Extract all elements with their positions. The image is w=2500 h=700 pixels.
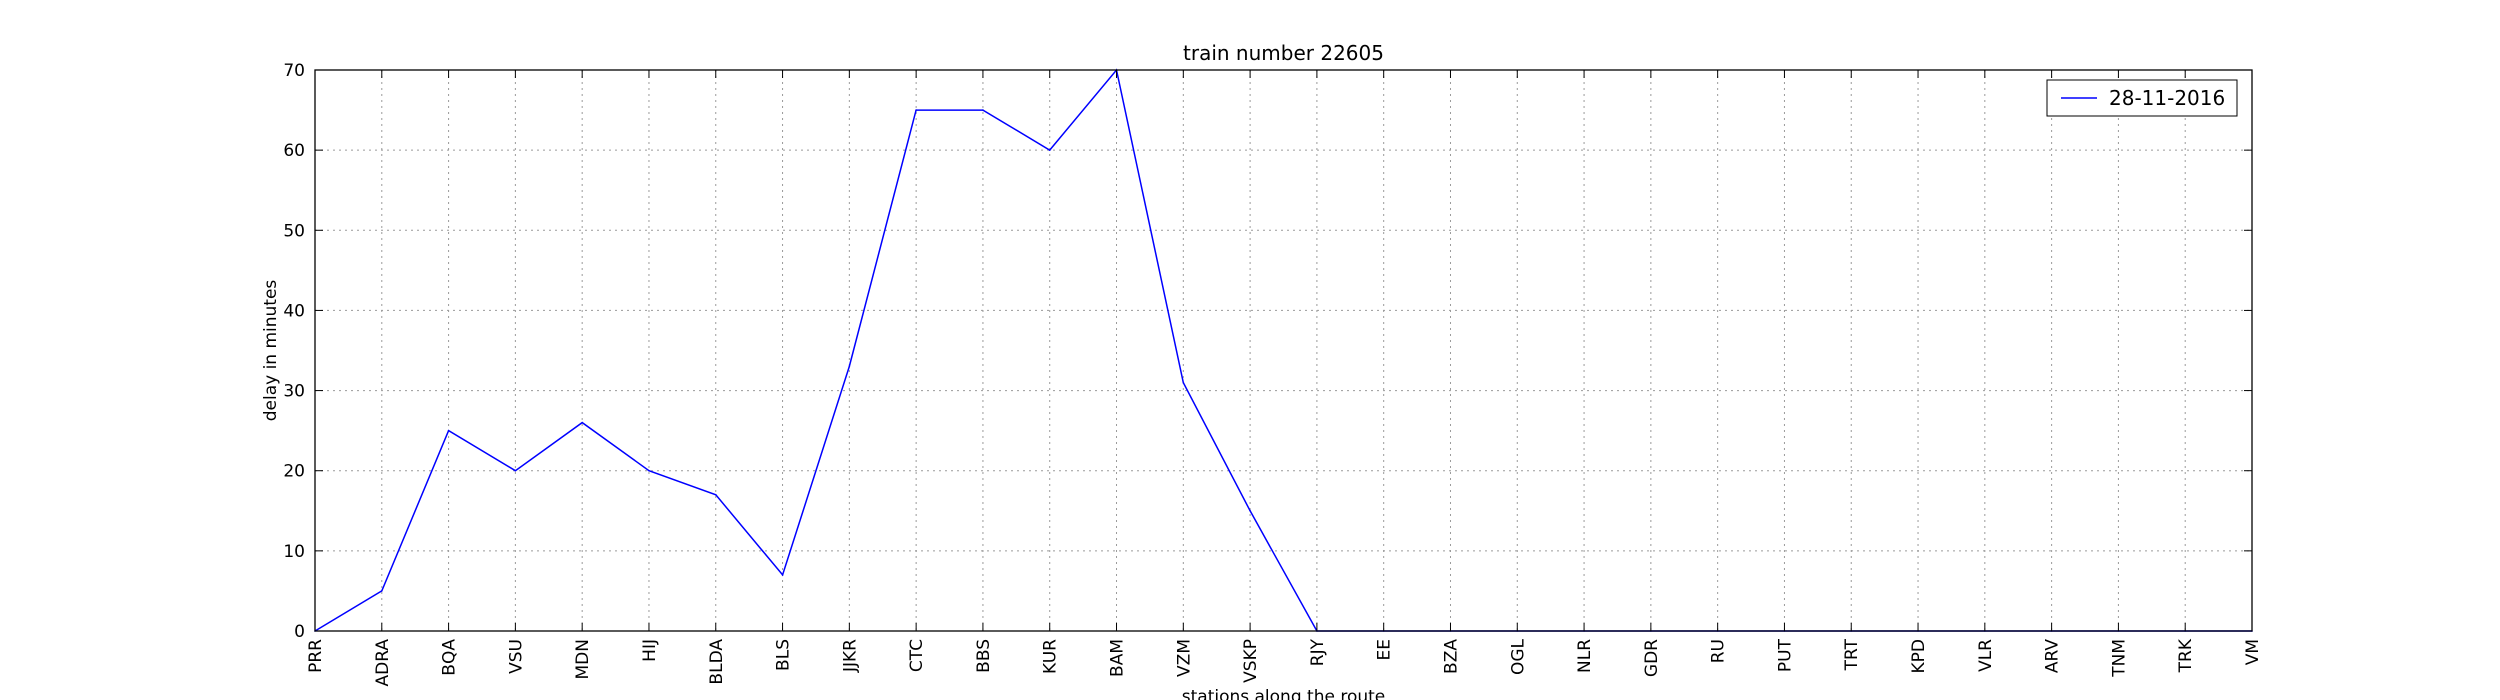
data-point: [982, 109, 984, 111]
data-point: [714, 493, 717, 496]
x-tick-label: KUR: [1041, 639, 1061, 674]
data-point: [648, 469, 650, 472]
x-tick-label: BQA: [440, 639, 460, 676]
data-point: [380, 590, 383, 592]
plot-frame: [314, 69, 2253, 632]
x-axis-label: stations along the route: [1182, 687, 1386, 700]
data-point: [447, 429, 450, 432]
x-tick-label: CTC: [907, 639, 927, 672]
x-tick-label: NLR: [1575, 639, 1595, 673]
data-point: [1249, 509, 1251, 512]
data-point: [915, 109, 917, 111]
data-point: [848, 365, 851, 368]
x-tick-label: TRK: [2176, 638, 2196, 673]
x-tick-label: ADRA: [373, 639, 393, 687]
x-tick-label: VLR: [1976, 639, 1996, 672]
x-tick-label: BLDA: [707, 639, 727, 685]
x-tick-label: RU: [1709, 639, 1729, 663]
x-tick-label: ARV: [2043, 639, 2063, 674]
x-tick-label: TNM: [2109, 639, 2129, 678]
x-tick-label: KPD: [1909, 639, 1929, 674]
y-tick-label: 0: [294, 622, 305, 642]
x-tick-label: PUT: [1775, 638, 1795, 672]
x-tick-label: BBS: [974, 639, 994, 673]
y-axis: 0 10 20 30 40 50 60 70: [283, 61, 2252, 642]
x-axis: PRR ADRA BQA VSU MDN HIJ BLDA BLS JJKR CTC BBS KUR B…: [306, 70, 2263, 686]
x-tick-label: TRT: [1842, 638, 1862, 671]
data-point: [1182, 381, 1185, 384]
data-point: [581, 421, 583, 424]
data-point: [781, 574, 784, 576]
y-tick-label: 40: [283, 301, 305, 321]
y-tick-label: 70: [283, 61, 305, 81]
x-tick-label: RJY: [1308, 638, 1328, 666]
legend-label: 28-11-2016: [2109, 86, 2225, 110]
y-tick-label: 30: [283, 382, 305, 402]
x-tick-label: HIJ: [640, 639, 660, 662]
data-point: [514, 469, 517, 472]
x-tick-label: EE: [1375, 639, 1395, 660]
x-tick-label: PRR: [306, 639, 326, 673]
chart-title: train number 22605: [1183, 41, 1384, 65]
x-tick-label: BLS: [774, 639, 794, 671]
y-tick-label: 10: [283, 542, 305, 562]
legend: 28-11-2016: [2046, 79, 2238, 117]
data-point: [1048, 149, 1051, 151]
y-tick-label: 50: [283, 221, 305, 241]
x-tick-label: BZA: [1441, 639, 1461, 674]
x-tick-label: BAM: [1108, 639, 1128, 677]
y-tick-label: 20: [283, 462, 305, 482]
x-tick-label: VSU: [506, 639, 526, 674]
x-tick-label: JJKR: [840, 639, 860, 673]
y-tick-label: 60: [283, 141, 305, 161]
x-tick-label: VZM: [1174, 639, 1194, 677]
y-axis-label: delay in minutes: [261, 280, 281, 422]
x-tick-label: VSKP: [1241, 639, 1261, 683]
x-tick-label: GDR: [1642, 639, 1662, 677]
x-tick-label: OGL: [1508, 638, 1528, 675]
x-tick-label: VM: [2243, 639, 2263, 665]
x-tick-label: MDN: [573, 639, 593, 679]
